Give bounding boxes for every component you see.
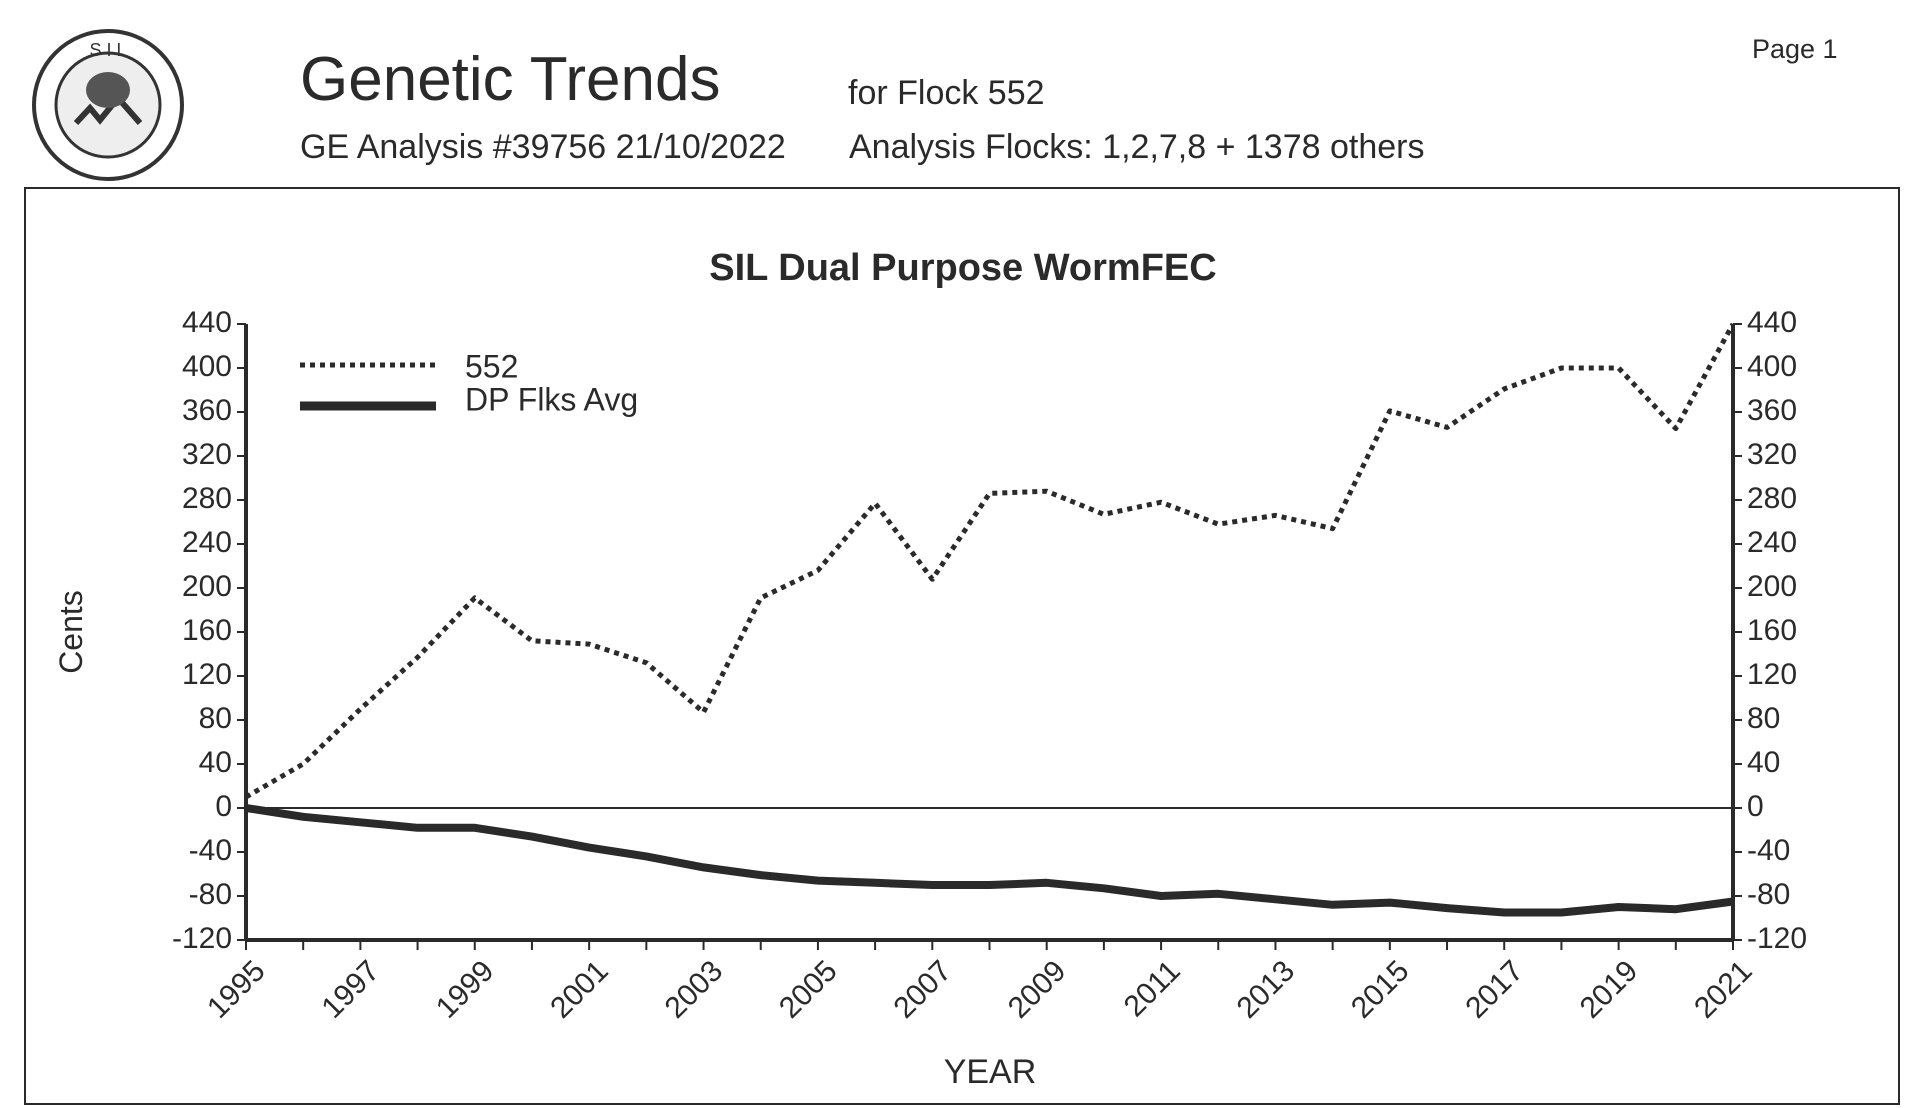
x-tick-label: 2007: [887, 954, 958, 1025]
y-tick-label-right: 0: [1747, 790, 1764, 823]
y-tick-label-left: -80: [189, 878, 232, 911]
y-tick-label-right: 160: [1747, 614, 1797, 647]
x-tick-label: 2021: [1688, 954, 1759, 1025]
y-tick-label-left: 80: [199, 702, 232, 735]
x-tick-label: 2011: [1118, 954, 1187, 1023]
legend: 552 DP Flks Avg: [300, 348, 638, 417]
page-number: Page 1: [1752, 34, 1838, 64]
x-tick-label: 2017: [1459, 954, 1530, 1025]
x-tick-label: 2003: [659, 954, 730, 1025]
y-tick-label-left: 280: [182, 482, 232, 515]
x-tick-label: 2013: [1231, 954, 1302, 1025]
y-tick-label-left: -40: [189, 834, 232, 867]
chart-frame: [24, 187, 1900, 1105]
y-tick-label-right: 240: [1747, 526, 1797, 559]
x-tick-label: 1999: [430, 954, 501, 1025]
chart-title: SIL Dual Purpose WormFEC: [709, 247, 1216, 289]
y-tick-label-left: 440: [182, 306, 232, 339]
y-tick-label-right: 440: [1747, 306, 1797, 339]
y-tick-label-right: 400: [1747, 350, 1797, 383]
x-tick-label: 2009: [1002, 954, 1073, 1025]
y-tick-label-right: 320: [1747, 438, 1797, 471]
y-tick-label-left: 0: [215, 790, 232, 823]
y-tick-label-right: 280: [1747, 482, 1797, 515]
y-tick-label-left: 40: [199, 746, 232, 779]
legend-label-dp-avg: DP Flks Avg: [465, 381, 638, 417]
y-tick-label-right: 80: [1747, 702, 1780, 735]
analysis-label: GE Analysis #39756 21/10/2022: [300, 128, 786, 166]
svg-text:S I L: S I L: [89, 40, 126, 60]
report-title: Genetic Trends: [300, 45, 721, 114]
y-axis-label: Cents: [53, 590, 89, 674]
y-tick-label-left: 320: [182, 438, 232, 471]
y-tick-label-left: 120: [182, 658, 232, 691]
y-tick-label-left: 240: [182, 526, 232, 559]
x-axis-label: YEAR: [944, 1053, 1037, 1091]
series-line-dp-flks-avg: [245, 804, 1734, 917]
y-tick-label-left: 160: [182, 614, 232, 647]
y-tick-label-right: 360: [1747, 394, 1797, 427]
y-tick-label-right: -40: [1747, 834, 1790, 867]
x-tick-label: 2015: [1345, 954, 1416, 1025]
y-tick-label-right: 120: [1747, 658, 1797, 691]
y-tick-label-left: 200: [182, 570, 232, 603]
x-tick-label: 2019: [1574, 954, 1645, 1025]
x-tick-label: 2005: [773, 954, 844, 1025]
y-tick-label-right: 200: [1747, 570, 1797, 603]
y-tick-label-left: 360: [182, 394, 232, 427]
legend-label-552: 552: [465, 348, 518, 384]
x-tick-label: 2001: [544, 954, 615, 1025]
analysis-flocks-label: Analysis Flocks: 1,2,7,8 + 1378 others: [849, 128, 1425, 166]
y-tick-label-right: 40: [1747, 746, 1780, 779]
x-tick-label: 1997: [316, 954, 387, 1025]
y-tick-label-right: -120: [1747, 922, 1807, 955]
y-tick-label-right: -80: [1747, 878, 1790, 911]
sil-logo: S I L: [32, 29, 184, 181]
x-tick-label: 1995: [201, 954, 272, 1025]
y-tick-label-left: 400: [182, 350, 232, 383]
y-tick-label-left: -120: [172, 922, 232, 955]
flock-label: for Flock 552: [848, 74, 1045, 112]
